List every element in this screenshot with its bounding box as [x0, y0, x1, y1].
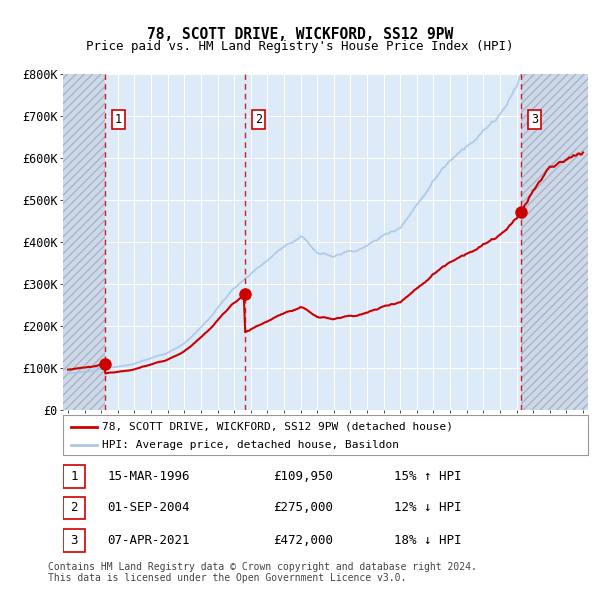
Bar	[63, 529, 85, 552]
Text: 78, SCOTT DRIVE, WICKFORD, SS12 9PW (detached house): 78, SCOTT DRIVE, WICKFORD, SS12 9PW (det…	[103, 422, 454, 432]
Text: 15-MAR-1996: 15-MAR-1996	[107, 470, 190, 483]
Text: 2: 2	[255, 113, 262, 126]
Text: 3: 3	[531, 113, 538, 126]
Text: 07-APR-2021: 07-APR-2021	[107, 534, 190, 547]
Text: £109,950: £109,950	[273, 470, 333, 483]
Bar	[63, 497, 85, 519]
Text: Contains HM Land Registry data © Crown copyright and database right 2024.
This d: Contains HM Land Registry data © Crown c…	[48, 562, 477, 584]
Text: 15% ↑ HPI: 15% ↑ HPI	[394, 470, 461, 483]
Text: 1: 1	[70, 470, 78, 483]
Text: Price paid vs. HM Land Registry's House Price Index (HPI): Price paid vs. HM Land Registry's House …	[86, 40, 514, 53]
Text: 12% ↓ HPI: 12% ↓ HPI	[394, 502, 461, 514]
Text: HPI: Average price, detached house, Basildon: HPI: Average price, detached house, Basi…	[103, 441, 400, 450]
Text: 01-SEP-2004: 01-SEP-2004	[107, 502, 190, 514]
Bar	[521, 74, 592, 410]
Text: £472,000: £472,000	[273, 534, 333, 547]
Text: £275,000: £275,000	[273, 502, 333, 514]
Text: 78, SCOTT DRIVE, WICKFORD, SS12 9PW: 78, SCOTT DRIVE, WICKFORD, SS12 9PW	[147, 27, 453, 42]
Text: 1: 1	[115, 113, 122, 126]
Text: 2: 2	[70, 502, 78, 514]
Text: 3: 3	[70, 534, 78, 547]
Bar	[59, 74, 105, 410]
Bar	[63, 465, 85, 488]
Text: 18% ↓ HPI: 18% ↓ HPI	[394, 534, 461, 547]
